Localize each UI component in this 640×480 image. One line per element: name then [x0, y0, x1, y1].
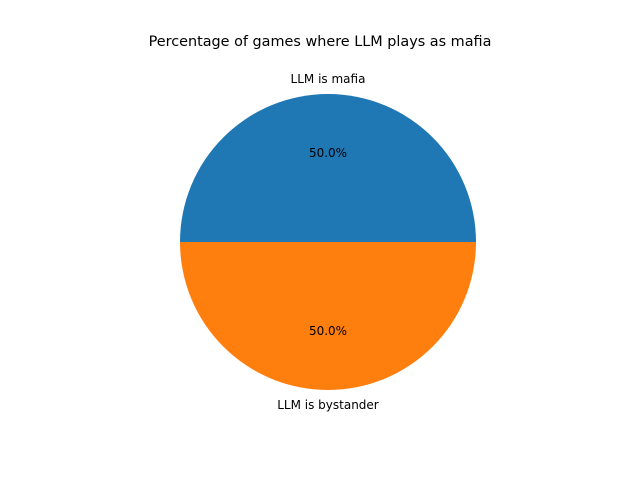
pie-category-label-1: LLM is bystander [277, 398, 379, 412]
pie-pct-label-1: 50.0% [309, 324, 347, 338]
pie-slice-0 [180, 94, 476, 242]
pie-category-label-0: LLM is mafia [291, 72, 366, 86]
pie-slice-1 [180, 242, 476, 390]
pie-pct-label-0: 50.0% [309, 146, 347, 160]
chart-title: Percentage of games where LLM plays as m… [148, 34, 492, 50]
